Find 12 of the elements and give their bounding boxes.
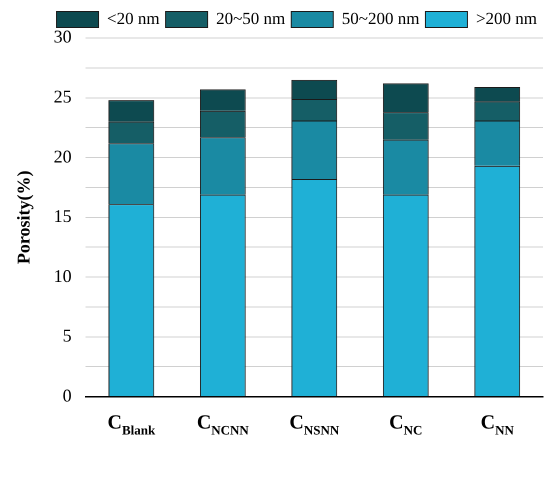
legend-label: >200 nm [476, 8, 537, 28]
legend-label: 20~50 nm [216, 8, 286, 28]
y-tick-label: 20 [54, 146, 72, 166]
y-tick-label: 0 [62, 385, 72, 406]
legend-label: <20 nm [107, 8, 160, 28]
y-axis-title: Porosity(%) [13, 170, 34, 264]
legend-label: 50~200 nm [342, 8, 420, 28]
y-tick-label: 5 [62, 326, 72, 346]
y-tick-label: 25 [54, 86, 72, 106]
y-tick-label: 15 [54, 206, 72, 226]
y-tick-label: 10 [54, 266, 72, 286]
y-tick-label: 30 [54, 26, 72, 47]
